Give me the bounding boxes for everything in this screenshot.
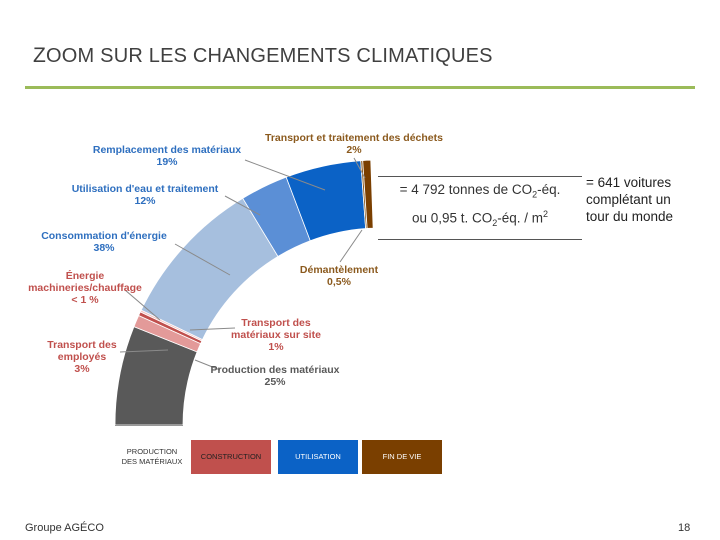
cars-line-2: complétant un: [586, 192, 671, 207]
leader-line: [339, 229, 363, 263]
phase-utilisation: UTILISATION: [278, 440, 358, 474]
slice-label: Consommation d'énergie 38%: [41, 230, 167, 254]
leader-line: [353, 157, 366, 179]
co2-total-sub: 2: [532, 189, 538, 200]
slice-label: Transport des employés 3%: [47, 339, 117, 375]
slice-label: Transport des matériaux sur site 1%: [231, 317, 321, 353]
co2-per-m2-line: ou 0,95 t. CO2-éq. / m2: [378, 205, 582, 233]
co2-total-suffix: -éq.: [537, 182, 561, 197]
slice-label: Remplacement des matériaux 19%: [93, 144, 241, 168]
slice-percent: 1%: [268, 341, 284, 353]
co2-total-prefix: = 4 792 tonnes de CO: [399, 182, 533, 197]
slice-label: Démantèlement 0,5%: [300, 264, 379, 288]
slide-title: ZOOM SUR LES CHANGEMENTS CLIMATIQUES: [33, 44, 493, 68]
leader-line: [124, 289, 161, 321]
co2-per-m2-sup: 2: [543, 208, 549, 219]
slice-label: Transport et traitement des déchets 2%: [265, 132, 443, 156]
footer-organization: Groupe AGÉCO: [25, 522, 104, 534]
co2-per-m2-prefix: ou 0,95 t. CO: [411, 210, 493, 226]
phase-construction: CONSTRUCTION: [191, 440, 271, 474]
leader-line: [119, 349, 169, 353]
cars-equivalence: = 641 voitures complétant un tour du mon…: [586, 174, 696, 225]
cars-line-1: = 641 voitures: [586, 175, 672, 190]
leader-line: [194, 359, 221, 371]
slice-percent: 25%: [264, 376, 286, 388]
co2-per-m2-sub: 2: [492, 217, 498, 228]
leader-line: [174, 243, 231, 276]
slide-title-rest: OOM SUR LES CHANGEMENTS CLIMATIQUES: [46, 45, 493, 67]
phase-production: PRODUCTION DES MATÉRIAUX: [112, 440, 192, 474]
slice-percent: < 1 %: [71, 294, 99, 306]
co2-total-line: = 4 792 tonnes de CO2-éq.: [378, 180, 582, 205]
slice-percent: 12%: [134, 195, 156, 207]
cars-line-3: tour du monde: [586, 209, 674, 224]
slice-percent: 3%: [74, 363, 90, 375]
co2-equivalence-box: = 4 792 tonnes de CO2-éq. ou 0,95 t. CO2…: [378, 176, 582, 240]
slice-label: Énergie machineries/chauffage < 1 %: [28, 269, 142, 306]
title-underline: [25, 86, 695, 89]
co2-per-m2-suffix: -éq. / m: [497, 210, 544, 226]
slice-label: Utilisation d'eau et traitement 12%: [72, 183, 219, 207]
slide-title-first-letter: Z: [33, 44, 47, 67]
slice-percent: 0,5%: [327, 276, 352, 288]
slice-label: Production des matériaux 25%: [211, 364, 340, 388]
phase-fin-de-vie: FIN DE VIE: [362, 440, 442, 474]
slice-percent: 38%: [93, 242, 115, 254]
slice-percent: 2%: [346, 144, 362, 156]
leader-line: [244, 159, 326, 191]
leader-line: [189, 327, 236, 331]
arc-slice-transport-et-traitement-des-d-chets: [362, 159, 374, 229]
leader-line: [224, 195, 261, 216]
slice-percent: 19%: [156, 156, 178, 168]
page-number: 18: [678, 522, 691, 534]
